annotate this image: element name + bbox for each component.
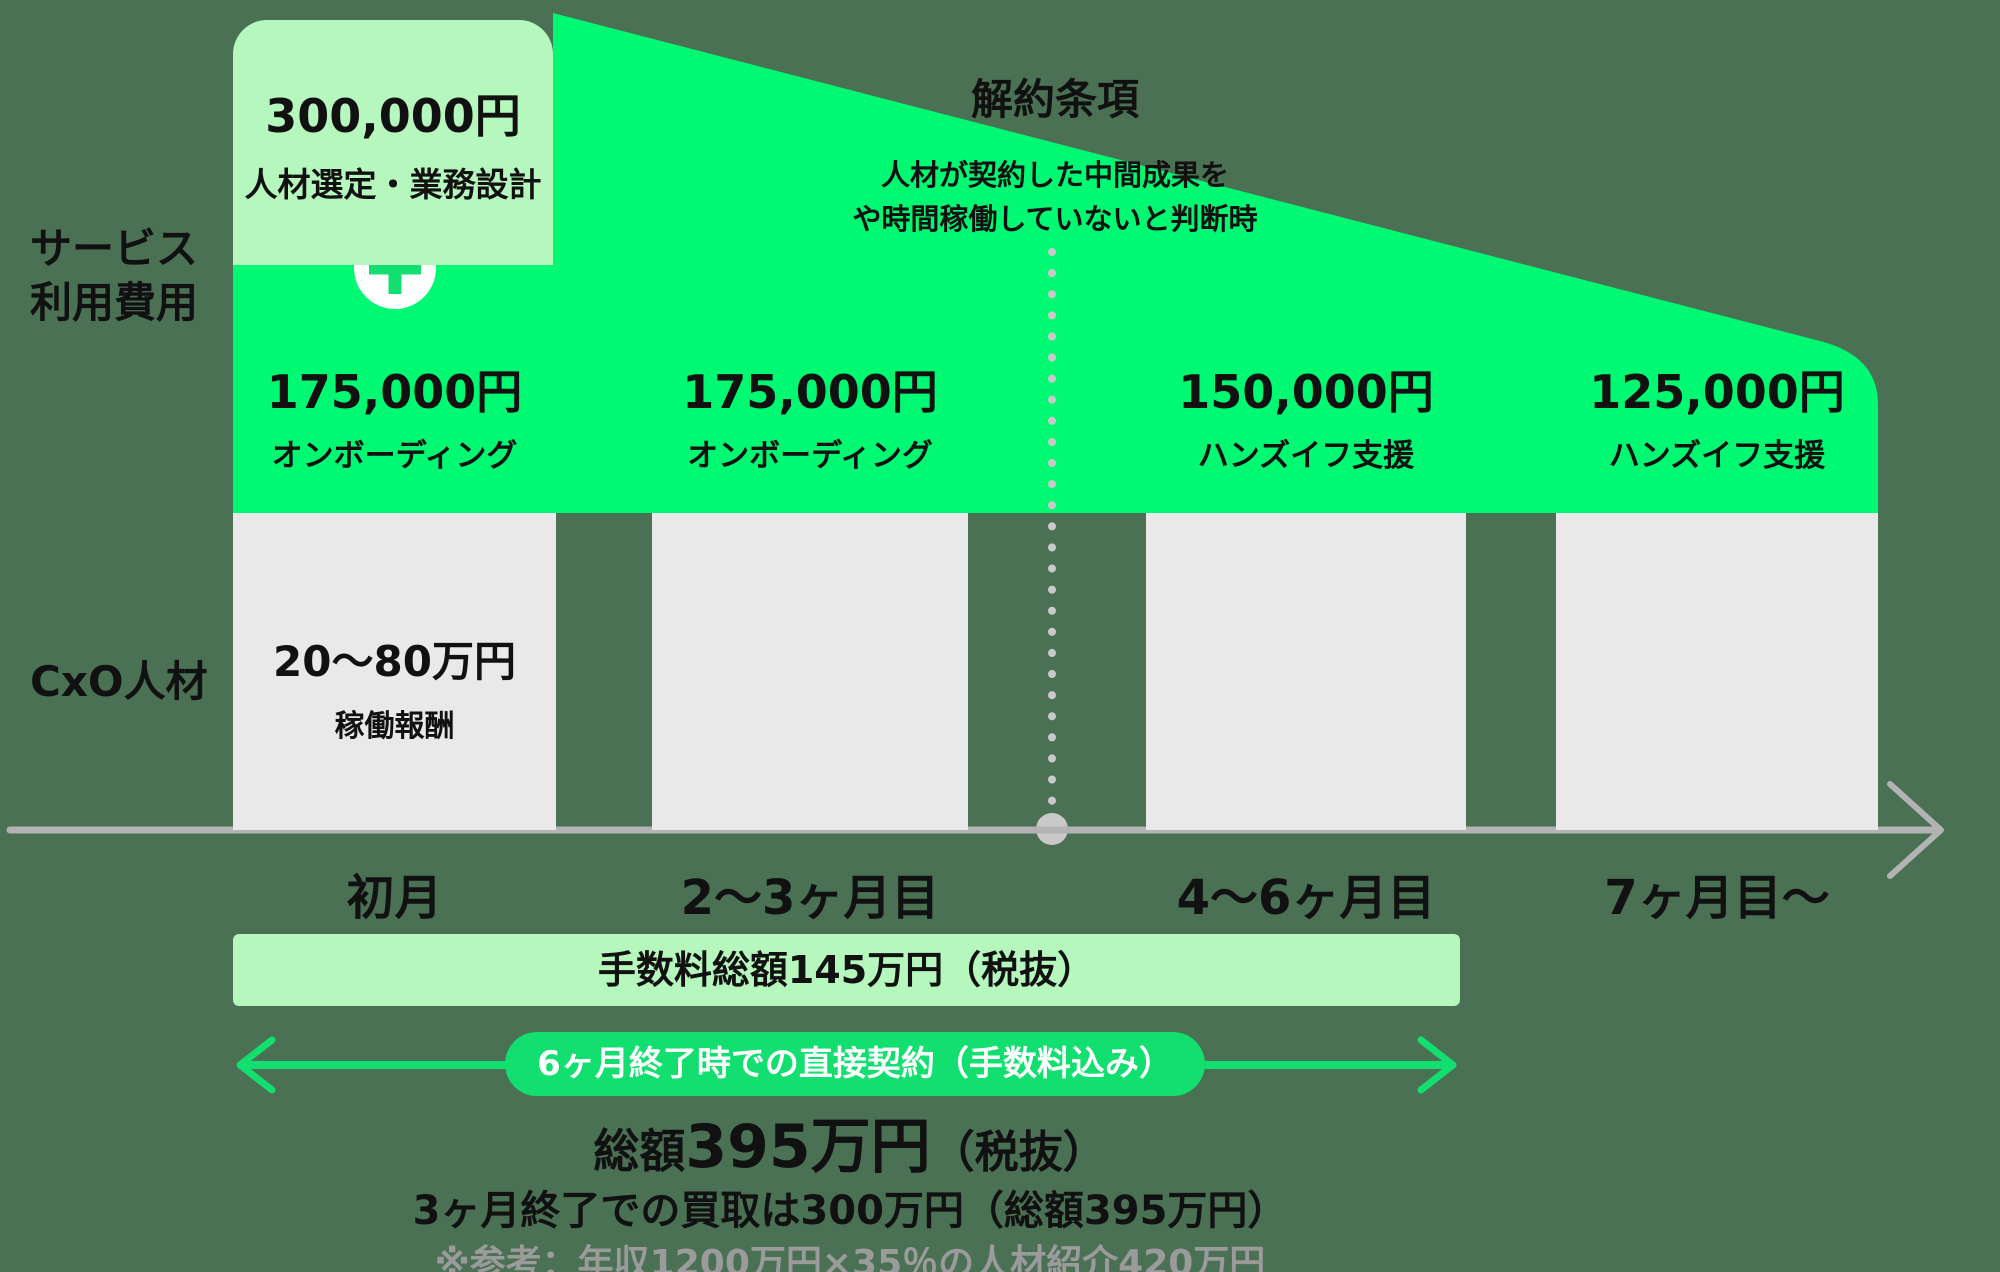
- axis-label-month7plus: 7ヶ月目〜: [1604, 870, 1830, 926]
- axis-label-month4-6: 4〜6ヶ月目: [1176, 870, 1436, 926]
- setup-fee-price: 300,000円: [265, 88, 521, 143]
- service-fee-label: オンボーディング: [687, 438, 933, 474]
- cxo-compensation-range: 20〜80万円: [273, 637, 516, 686]
- cxo-bar-month4-6: [1146, 513, 1466, 830]
- service-fee-label: オンボーディング: [271, 438, 518, 474]
- setup-fee-box: 300,000円 人材選定・業務設計: [233, 20, 553, 265]
- row-label-cxo: CxO人材: [30, 657, 208, 706]
- cxo-bar-month1: [233, 513, 556, 830]
- grand-total-suffix: （税抜）: [930, 1127, 1107, 1178]
- grand-total-amount: 395万円: [685, 1112, 931, 1182]
- axis-label-month1: 初月: [346, 870, 443, 926]
- service-fee-price: 150,000円: [1178, 365, 1434, 419]
- cxo-bar-month2-3: [652, 513, 968, 830]
- cancellation-title: 解約条項: [970, 75, 1139, 124]
- service-fee-price: 125,000円: [1589, 365, 1845, 419]
- service-fee-label: ハンズイフ支援: [1608, 438, 1826, 474]
- arrow-left-head-icon: [236, 1036, 276, 1094]
- direct-contract-pill: 6ヶ月終了時での直接契約（手数料込み）: [505, 1032, 1205, 1096]
- cancellation-annotation: 解約条項 人材が契約した中間成果を や時間稼働していないと判断時: [755, 66, 1355, 241]
- grand-total-line: 総額395万円（税抜）: [100, 1098, 1600, 1185]
- setup-fee-label: 人材選定・業務設計: [244, 164, 542, 204]
- service-fee-month1: 175,000円 オンボーディング: [233, 356, 556, 475]
- service-fee-month7plus: 125,000円 ハンズイフ支援: [1556, 356, 1878, 475]
- service-fee-label: ハンズイフ支援: [1197, 438, 1415, 474]
- cancellation-line1: 人材が契約した中間成果を: [880, 158, 1229, 192]
- service-fee-month4-6: 150,000円 ハンズイフ支援: [1146, 356, 1466, 475]
- reference-note: ※参考：年収1200万円×35％の人材紹介420万円: [434, 1243, 1266, 1272]
- cxo-compensation-label: 稼働報酬: [334, 709, 455, 744]
- axis-label-month2-3: 2〜3ヶ月目: [680, 870, 940, 926]
- service-fee-area: [233, 13, 1878, 513]
- buyout-note: 3ヶ月終了での買取は300万円（総額395万円）: [412, 1188, 1288, 1234]
- grand-total-prefix: 総額: [593, 1124, 686, 1178]
- cxo-bar-month7plus: [1556, 513, 1878, 830]
- row-label-service-fee: サービス 利用費用: [30, 222, 230, 330]
- service-fee-price: 175,000円: [266, 365, 523, 419]
- service-fee-price: 175,000円: [682, 365, 938, 419]
- service-fee-label-line2: 利用費用: [30, 277, 199, 327]
- cancellation-line2: や時間稼働していないと判断時: [852, 202, 1258, 236]
- cxo-compensation-month1: 20〜80万円 稼働報酬: [233, 628, 556, 745]
- service-fee-month2-3: 175,000円 オンボーディング: [652, 356, 968, 475]
- arrow-right-head-icon: [1417, 1036, 1457, 1094]
- time-axis-arrow-icon: [1887, 781, 1944, 879]
- service-fee-label-line1: サービス: [30, 224, 199, 273]
- fee-total-banner: 手数料総額145万円（税抜）: [233, 934, 1460, 1006]
